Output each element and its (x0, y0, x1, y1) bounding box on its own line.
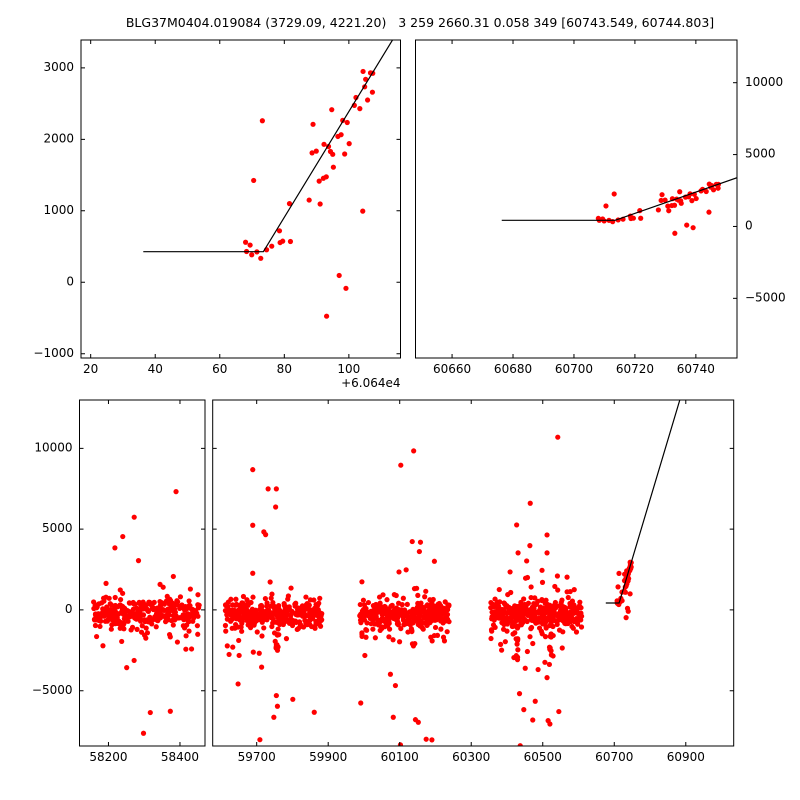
figure-title: BLG37M0404.019084 (3729.09, 4221.20) 3 2… (125, 15, 715, 30)
